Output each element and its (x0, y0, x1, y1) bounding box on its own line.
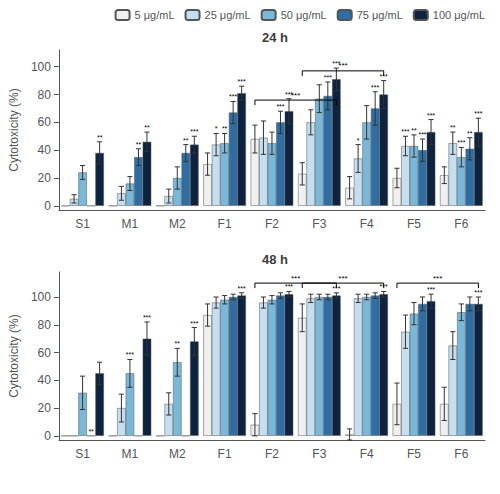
svg-text:F4: F4 (360, 217, 374, 231)
svg-text:S1: S1 (75, 447, 90, 461)
svg-text:**: ** (136, 141, 142, 148)
svg-text:***: *** (324, 74, 332, 81)
svg-text:F4: F4 (360, 447, 374, 461)
svg-text:***: *** (143, 314, 151, 321)
svg-text:***: *** (401, 128, 409, 135)
svg-text:48 h: 48 h (262, 252, 288, 267)
svg-text:M2: M2 (169, 447, 186, 461)
svg-text:F2: F2 (265, 447, 279, 461)
svg-text:F6: F6 (454, 447, 468, 461)
svg-text:***: *** (371, 84, 379, 91)
svg-text:***: *** (238, 285, 246, 292)
svg-text:50 μg/mL: 50 μg/mL (281, 9, 327, 21)
svg-text:F3: F3 (312, 447, 326, 461)
svg-text:***: *** (474, 110, 482, 117)
svg-text:*: * (215, 125, 218, 132)
svg-text:20: 20 (38, 171, 52, 185)
svg-text:100: 100 (31, 290, 51, 304)
svg-text:F1: F1 (218, 217, 232, 231)
svg-text:75 μg/mL: 75 μg/mL (357, 9, 403, 21)
svg-text:**: ** (175, 340, 181, 347)
svg-text:100: 100 (31, 60, 51, 74)
svg-text:***: *** (229, 93, 237, 100)
svg-text:***: *** (418, 131, 426, 138)
svg-text:**: ** (450, 124, 456, 131)
svg-text:***: *** (291, 91, 300, 100)
svg-text:60: 60 (38, 346, 52, 360)
svg-text:***: *** (190, 128, 198, 135)
svg-text:***: *** (276, 103, 284, 110)
svg-text:Cytotoxicity (%): Cytotoxicity (%) (7, 314, 21, 397)
svg-text:5 μg/mL: 5 μg/mL (135, 9, 175, 21)
svg-text:***: *** (457, 139, 465, 146)
svg-text:**: ** (97, 134, 103, 141)
svg-text:80: 80 (38, 88, 52, 102)
svg-text:**: ** (183, 137, 189, 144)
svg-text:***: *** (291, 274, 300, 283)
svg-text:40: 40 (38, 143, 52, 157)
svg-text:100 μg/mL: 100 μg/mL (433, 9, 485, 21)
svg-text:***: *** (338, 61, 347, 70)
svg-text:M1: M1 (122, 217, 139, 231)
svg-text:F5: F5 (407, 217, 421, 231)
svg-text:**: ** (411, 127, 417, 134)
svg-text:**: ** (222, 125, 228, 132)
svg-text:0: 0 (44, 199, 51, 213)
svg-text:**: ** (88, 428, 94, 435)
svg-text:***: *** (238, 78, 246, 85)
svg-text:25 μg/mL: 25 μg/mL (205, 9, 251, 21)
svg-text:M2: M2 (169, 217, 186, 231)
svg-text:***: *** (338, 274, 347, 283)
svg-text:F1: F1 (218, 447, 232, 461)
svg-text:S1: S1 (75, 217, 90, 231)
svg-text:0: 0 (44, 429, 51, 443)
svg-text:60: 60 (38, 115, 52, 129)
svg-text:24 h: 24 h (262, 30, 288, 45)
svg-text:F5: F5 (407, 447, 421, 461)
svg-text:F3: F3 (312, 217, 326, 231)
svg-text:M1: M1 (122, 447, 139, 461)
svg-text:F2: F2 (265, 217, 279, 231)
svg-text:80: 80 (38, 318, 52, 332)
svg-text:***: *** (126, 351, 134, 358)
svg-text:***: *** (474, 289, 482, 296)
svg-text:20: 20 (38, 401, 52, 415)
svg-text:***: *** (433, 274, 442, 283)
svg-text:*: * (357, 137, 360, 144)
svg-text:Cytotoxicity (%): Cytotoxicity (%) (7, 88, 21, 171)
svg-text:***: *** (427, 286, 435, 293)
svg-text:***: *** (427, 112, 435, 119)
svg-text:**: ** (144, 124, 150, 131)
svg-text:F6: F6 (454, 217, 468, 231)
svg-text:***: *** (190, 320, 198, 327)
svg-text:40: 40 (38, 373, 52, 387)
svg-text:***: *** (285, 283, 293, 290)
svg-text:**: ** (467, 130, 473, 137)
